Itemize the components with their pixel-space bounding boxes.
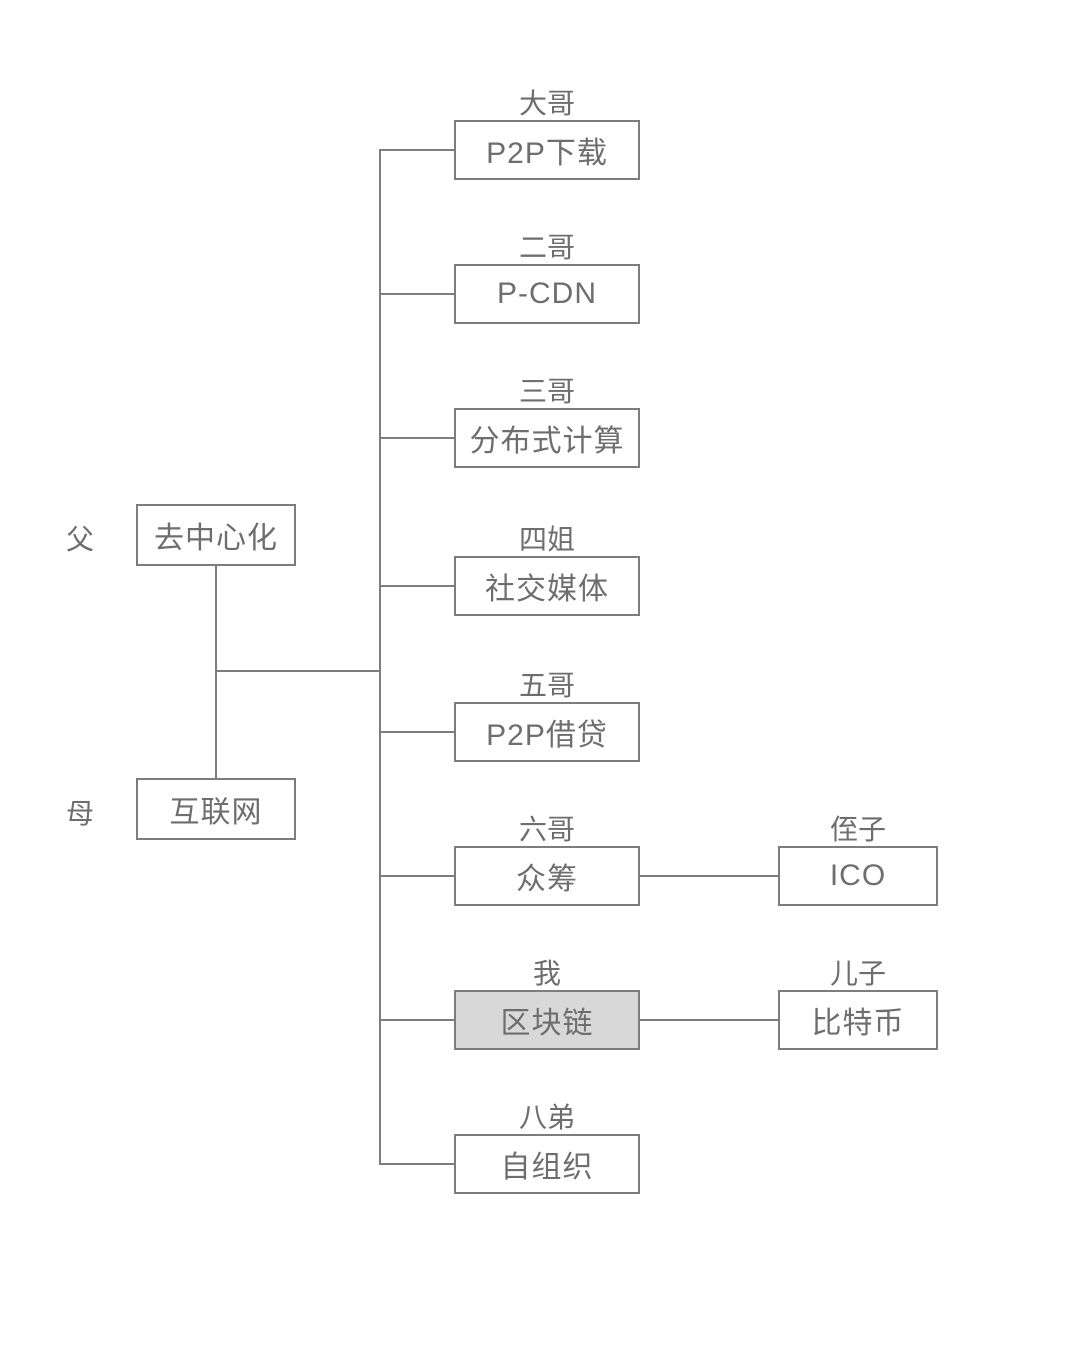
caption-sibling-0: 大哥	[447, 82, 647, 122]
caption-grandchild-5: 侄子	[758, 808, 958, 848]
node-mother: 互联网	[136, 778, 296, 840]
caption-sibling-7: 八弟	[447, 1096, 647, 1136]
caption-sibling-1: 二哥	[447, 226, 647, 266]
caption-sibling-6: 我	[447, 952, 647, 992]
diagram-stage: 父去中心化母互联网大哥P2P下载二哥P-CDN三哥分布式计算四姐社交媒体五哥P2…	[0, 0, 1080, 1356]
caption-sibling-5: 六哥	[447, 808, 647, 848]
node-sibling-3: 社交媒体	[454, 556, 640, 616]
node-sibling-2: 分布式计算	[454, 408, 640, 468]
node-grandchild-5: ICO	[778, 846, 938, 906]
node-sibling-6: 区块链	[454, 990, 640, 1050]
node-sibling-0: P2P下载	[454, 120, 640, 180]
node-sibling-7: 自组织	[454, 1134, 640, 1194]
node-sibling-5: 众筹	[454, 846, 640, 906]
node-sibling-4: P2P借贷	[454, 702, 640, 762]
node-father: 去中心化	[136, 504, 296, 566]
node-grandchild-6: 比特币	[778, 990, 938, 1050]
caption-grandchild-6: 儿子	[758, 952, 958, 992]
caption-sibling-4: 五哥	[447, 664, 647, 704]
caption-sibling-2: 三哥	[447, 370, 647, 410]
node-sibling-1: P-CDN	[454, 264, 640, 324]
caption-sibling-3: 四姐	[447, 518, 647, 558]
